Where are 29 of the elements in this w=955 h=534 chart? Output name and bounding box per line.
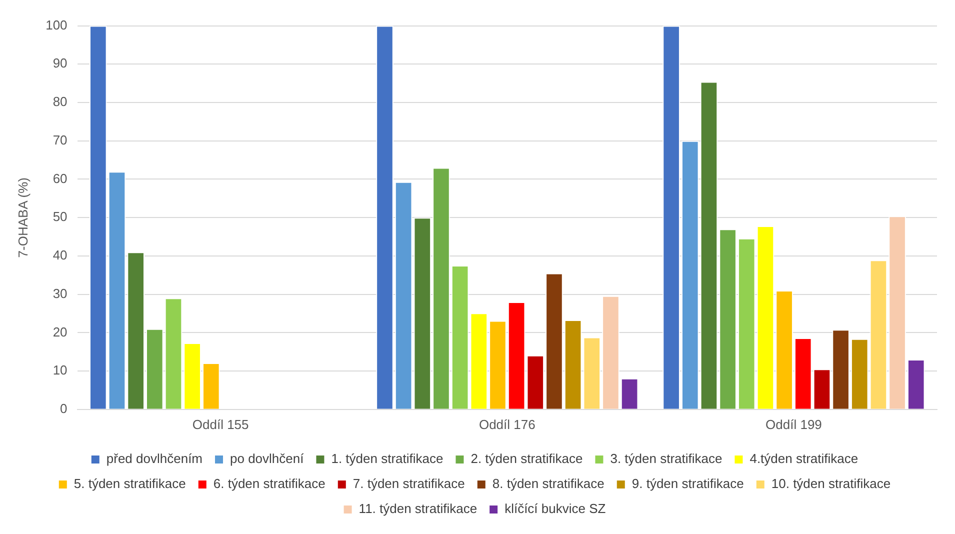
- legend-label: 5. týden stratifikace: [74, 476, 186, 492]
- x-tick-label: Oddíl 199: [766, 416, 822, 432]
- y-tick-label: 40: [52, 248, 68, 263]
- legend-label: 8. týden stratifikace: [492, 476, 604, 492]
- y-tick-label: 70: [52, 132, 68, 148]
- y-tick-label: 0: [60, 400, 68, 416]
- legend-label: 3. týden stratifikace: [610, 451, 722, 466]
- legend-label: 7. týden stratifikace: [352, 476, 465, 492]
- legend-label: po dovlhčení: [230, 451, 304, 466]
- legend-label: klíčící bukvice SZ: [504, 501, 606, 516]
- x-tick-label: Oddíl 155: [192, 416, 249, 432]
- y-tick-label: 50: [52, 209, 68, 224]
- y-tick-label: 60: [52, 170, 68, 186]
- y-tick-label: 30: [52, 286, 68, 301]
- legend-label: 9. týden stratifikace: [632, 476, 744, 492]
- y-tick-label: 80: [52, 94, 68, 110]
- y-tick-label: 10: [52, 362, 68, 378]
- y-tick-label: 90: [52, 56, 68, 71]
- legend-label: 1. týden stratifikace: [331, 451, 444, 466]
- x-tick-label: Oddíl 176: [478, 416, 536, 432]
- legend-label: 10. týden stratifikace: [771, 476, 891, 492]
- legend-label: 6. týden stratifikace: [213, 476, 326, 492]
- legend-label: 11. týden stratifikace: [358, 501, 478, 516]
- legend-label: před dovlhčením: [106, 451, 203, 466]
- y-axis-title: 7-OHABA (%): [15, 178, 30, 258]
- y-tick-label: 20: [52, 324, 68, 340]
- legend-label: 2. týden stratifikace: [470, 451, 583, 466]
- y-tick-label: 100: [46, 17, 68, 32]
- legend-label: 4.týden stratifikace: [750, 451, 858, 466]
